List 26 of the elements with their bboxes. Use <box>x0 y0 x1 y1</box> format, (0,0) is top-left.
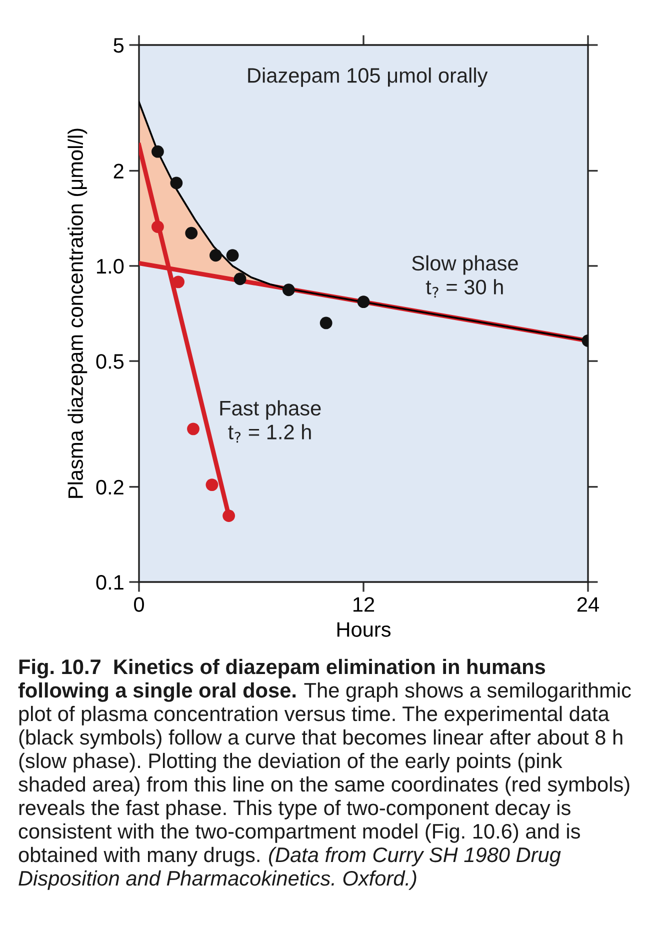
x-axis-title: Hours <box>337 622 391 637</box>
text: shaded area) from this line on the same coordinates (red symbols) <box>18 776 630 796</box>
y-tick-label: 1.0 <box>97 258 124 274</box>
y-tick-label: 0.1 <box>96 575 124 590</box>
text: The graph shows a semilogarithmic <box>304 682 631 702</box>
annotation: Diazepam 105 μmol orally <box>248 68 488 87</box>
x-tick-label: 0 <box>134 597 144 612</box>
annotation: Fast phase t$_{?}$ = 1.2 h <box>220 400 321 443</box>
caption: Fig. 10.7 Kinetics of diazepam elimination in humans <box>19 658 546 678</box>
y-tick-label: 0.2 <box>96 480 124 495</box>
y-tick-label: 5 <box>114 38 124 53</box>
text: reveals the fast phase. This type of two-component decay is <box>19 800 570 820</box>
y-tick-label: 0.5 <box>96 354 124 369</box>
text: Disposition and Pharmacokinetics. Oxford.) <box>18 870 416 890</box>
x-tick-label: 12 <box>354 597 374 612</box>
x-tick-label: 24 <box>577 597 599 612</box>
text: (slow phase). Plotting the deviation of the early points (pink <box>19 752 562 772</box>
text: following a single oral dose. <box>18 682 296 702</box>
text: obtained with many drugs. <box>18 846 260 866</box>
text: consistent with the two-compartment model (Fig. 10.6) and is <box>18 823 580 843</box>
text: (black symbols) follow a curve that becomes linear after about 8 h <box>19 729 622 749</box>
y-axis-title: Plasma diazepam concentration (μmol/l) <box>68 128 88 498</box>
annotation: Slow phase t$_{?}$ = 30 h <box>412 255 518 298</box>
y-tick-label: 2 <box>114 164 124 178</box>
text: plot of plasma concentration versus time. The experimental data <box>19 706 610 726</box>
text: (Data from Curry SH 1980 Drug <box>269 846 561 866</box>
